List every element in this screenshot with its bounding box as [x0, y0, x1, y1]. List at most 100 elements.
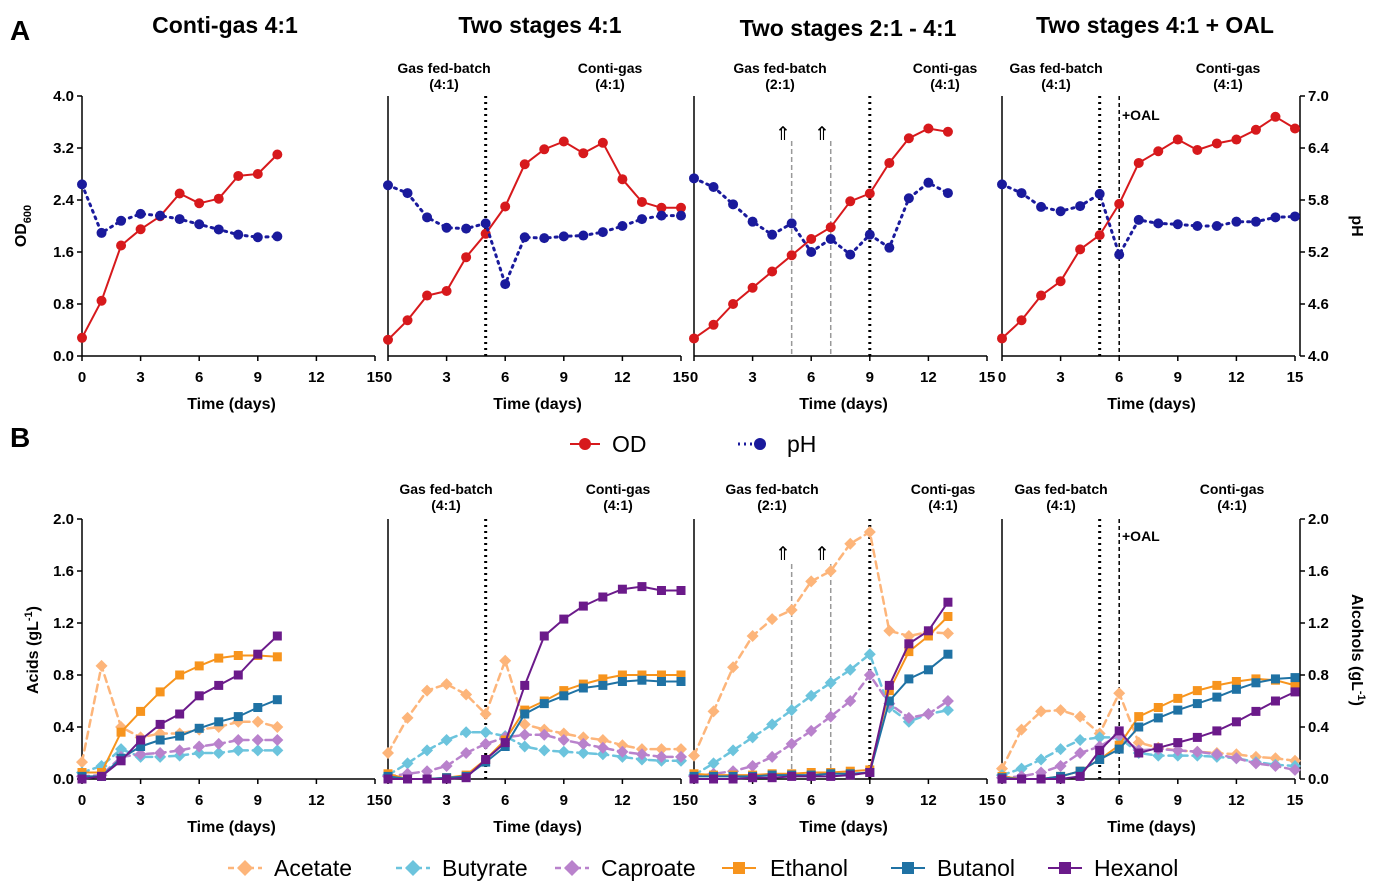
- x-axis-title: Time (days): [1107, 819, 1196, 836]
- gas-addition-arrow-a-1: ⇑: [775, 124, 791, 145]
- y2-tick-label: 5.8: [1308, 192, 1329, 209]
- data-point-acetate: [1015, 723, 1028, 736]
- data-point-hexanol: [617, 584, 627, 594]
- series-caproate: [688, 669, 954, 783]
- data-point-ethanol: [617, 670, 627, 680]
- data-point-ethanol: [559, 686, 569, 696]
- data-point-od: [578, 148, 589, 159]
- ann-b3-conti-ratio: (4:1): [928, 497, 958, 513]
- data-point-caproate: [134, 748, 147, 761]
- x-tick-label: 12: [920, 369, 937, 386]
- data-point-ethanol: [884, 686, 894, 696]
- data-point-ethanol: [1153, 703, 1163, 712]
- data-point-hexanol: [1056, 774, 1066, 784]
- data-point-od: [747, 282, 758, 293]
- data-point-hexanol: [1095, 745, 1105, 755]
- data-point-hexanol: [578, 601, 588, 611]
- ann-a2-fedbatch: Gas fed-batch: [397, 60, 490, 76]
- series-ph: [997, 179, 1300, 260]
- data-point-ph: [441, 222, 452, 233]
- data-point-hexanol: [1075, 771, 1085, 781]
- data-point-od: [1192, 144, 1203, 155]
- series-line-ph: [386, 183, 683, 286]
- data-point-caproate: [824, 710, 837, 723]
- data-point-ph: [578, 230, 589, 241]
- data-point-ph: [676, 210, 686, 221]
- data-point-od: [519, 159, 530, 170]
- data-point-hexanol: [1153, 743, 1163, 753]
- data-point-acetate: [440, 678, 453, 691]
- data-point-butyrate: [844, 663, 857, 676]
- ylabel-alcohols-sup: -1: [1355, 691, 1367, 701]
- series-line-od: [387, 140, 682, 341]
- data-point-hexanol: [272, 631, 282, 641]
- data-point-butyrate: [401, 757, 414, 770]
- y2-tick-label: 0.4: [1308, 719, 1330, 736]
- data-point-ph: [806, 247, 817, 257]
- data-point-butyrate: [479, 726, 492, 739]
- data-point-hexanol: [77, 774, 87, 784]
- x-tick-label: 9: [254, 792, 262, 809]
- data-point-caproate: [675, 750, 687, 763]
- data-point-ethanol: [943, 612, 953, 621]
- ylabel-od: OD600: [13, 205, 34, 247]
- data-point-hexanol: [461, 773, 471, 783]
- x-tick-label: 3: [1056, 369, 1064, 386]
- data-point-ph: [825, 234, 836, 244]
- legend-a: OD pH: [570, 431, 816, 457]
- data-point-od: [1016, 315, 1027, 326]
- data-point-od: [806, 234, 817, 244]
- data-point-butyrate: [766, 718, 779, 731]
- data-point-hexanol: [709, 774, 719, 784]
- ann-a3-fedbatch: Gas fed-batch: [733, 60, 826, 76]
- ann-b4-conti-ratio: (4:1): [1217, 497, 1247, 513]
- data-point-caproate: [538, 728, 551, 741]
- data-point-ph: [1250, 216, 1261, 227]
- data-point-hexanol: [422, 774, 432, 784]
- data-point-hexanol: [1036, 774, 1046, 784]
- data-point-acetate: [76, 756, 88, 769]
- x-tick-label: 9: [560, 369, 568, 386]
- data-point-ethanol: [272, 652, 282, 662]
- data-point-hexanol: [904, 639, 914, 649]
- x-tick-label: 3: [1056, 792, 1064, 809]
- data-point-od: [1270, 111, 1281, 122]
- data-point-ethanol: [136, 706, 146, 716]
- x-tick-label: 15: [367, 369, 384, 386]
- data-point-caproate: [922, 708, 935, 720]
- data-point-od: [767, 266, 778, 277]
- panel-label-a: A: [10, 15, 30, 46]
- data-point-hexanol: [598, 592, 608, 602]
- data-point-ethanol: [1231, 677, 1241, 686]
- data-point-acetate: [707, 705, 720, 718]
- data-point-hexanol: [806, 771, 816, 781]
- legend-ethanol-label: Ethanol: [770, 855, 848, 881]
- legend-acetate-marker: [237, 860, 253, 876]
- data-point-caproate: [440, 760, 453, 772]
- series-hexanol: [997, 687, 1300, 784]
- data-point-butanol: [904, 674, 914, 684]
- data-point-butanol: [253, 703, 263, 712]
- series-acetate: [382, 654, 687, 759]
- series-od: [383, 136, 686, 345]
- series-line-butanol: [1001, 676, 1296, 780]
- y2-tick-label: 2.0: [1308, 511, 1329, 528]
- data-point-od: [272, 149, 283, 160]
- data-point-acetate: [996, 762, 1008, 775]
- data-point-ph: [233, 229, 244, 240]
- ylabel-acids-main: Acids (gL: [25, 621, 42, 694]
- data-point-ethanol: [214, 653, 224, 663]
- data-point-butanol: [175, 731, 185, 741]
- ann-a2-conti-ratio: (4:1): [595, 76, 625, 92]
- data-point-hexanol: [214, 680, 224, 690]
- data-point-acetate: [1074, 710, 1087, 723]
- data-point-hexanol: [787, 771, 797, 781]
- phase-annotations-a: Gas fed-batch (4:1) Conti-gas (4:1) Gas …: [397, 60, 1260, 145]
- x-tick-label: 12: [920, 792, 937, 809]
- data-point-hexanol: [1173, 738, 1183, 748]
- data-point-ph: [272, 231, 283, 242]
- data-point-butanol: [1212, 692, 1222, 702]
- y2-tick-label: 5.2: [1308, 244, 1329, 261]
- data-point-hexanol: [155, 719, 165, 729]
- data-point-butanol: [1231, 684, 1241, 694]
